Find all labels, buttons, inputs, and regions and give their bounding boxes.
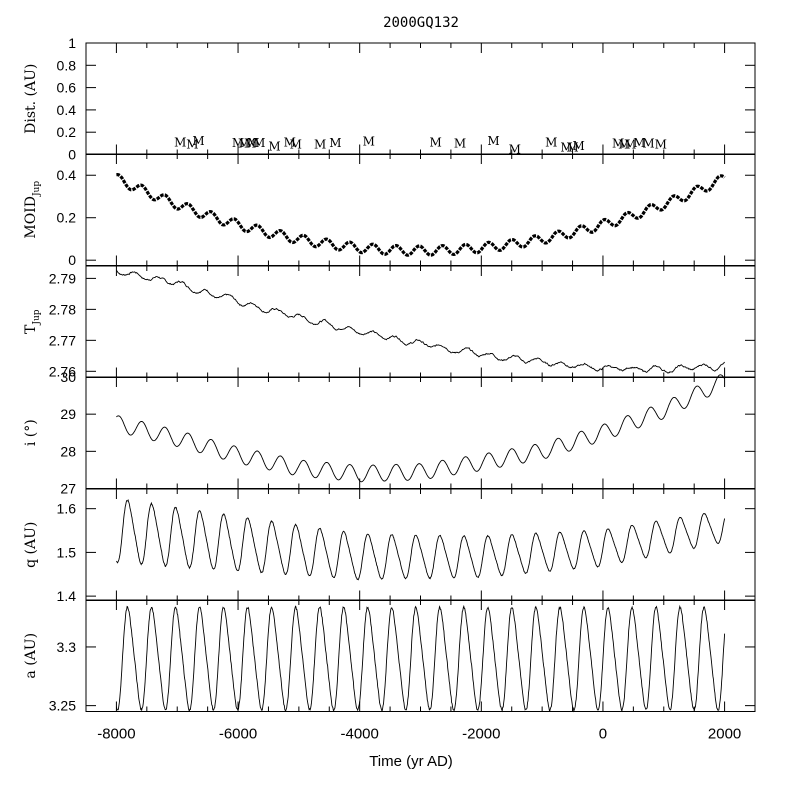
y-tick-label: 0.2 — [57, 210, 77, 226]
encounter-marker: M — [290, 137, 302, 151]
encounter-marker: M — [192, 134, 204, 148]
y-axis-label-a: a (AU) — [23, 633, 39, 679]
x-axis-label: Time (yr AD) — [369, 753, 453, 770]
y-tick-label: 0 — [68, 252, 76, 268]
y-tick-label: 0.4 — [57, 167, 77, 183]
y-axis-label-tjup: TJup — [23, 309, 42, 334]
y-tick-label: 0.6 — [57, 80, 77, 96]
y-axis-label-incl: i (°) — [23, 419, 39, 446]
x-tick-label: -8000 — [97, 726, 135, 743]
y-tick-label: 2.77 — [49, 332, 76, 348]
chart-title: 2000GQ132 — [383, 15, 459, 31]
x-tick-label: -6000 — [219, 726, 257, 743]
y-tick-label: 1.4 — [57, 588, 77, 604]
x-tick-label: 0 — [599, 726, 607, 743]
encounter-marker: M — [186, 137, 198, 151]
panel-frame-q — [85, 488, 756, 601]
panel-frame-tjup — [85, 265, 756, 378]
encounter-marker: M — [174, 135, 186, 149]
encounter-marker: M — [560, 140, 572, 154]
encounter-marker: M — [642, 136, 654, 150]
y-tick-label: 29 — [60, 406, 76, 422]
panel-a: 3.25 3.3 a (AU) — [23, 599, 756, 714]
encounter-marker: M — [238, 136, 250, 150]
encounter-marker: M — [430, 135, 442, 149]
panel-moid: 0 0.2 0.4 MOIDJup — [23, 153, 756, 268]
encounter-marker: M — [509, 143, 521, 157]
y-tick-label: 0.4 — [57, 102, 77, 118]
encounter-marker: M — [572, 139, 584, 153]
encounter-marker: M — [232, 136, 244, 150]
encounter-marker: M — [624, 137, 636, 151]
encounter-marker: M — [329, 136, 341, 150]
panel-q: 1.4 1.5 1.6 q (AU) — [23, 488, 756, 604]
series-a — [115, 604, 726, 713]
encounter-marker: M — [487, 134, 499, 148]
encounter-marker: M — [314, 137, 326, 151]
y-axis-label-q: q (AU) — [23, 522, 39, 568]
y-tick-label: 1.5 — [57, 544, 77, 560]
encounter-marker: M — [268, 140, 280, 154]
encounter-marker: M — [253, 136, 265, 150]
x-tick-label: -4000 — [340, 726, 378, 743]
y-tick-label: 3.25 — [49, 698, 76, 714]
panel-incl: 27 28 29 30 i (°) — [23, 369, 756, 497]
encounter-marker: M — [566, 140, 578, 154]
encounter-marker: M — [454, 136, 466, 150]
y-tick-label: 1.6 — [57, 501, 77, 517]
y-axis-label-moid: MOIDJup — [23, 181, 42, 239]
series-tjup — [116, 270, 725, 374]
y-tick-label: 27 — [60, 481, 76, 497]
series-q — [116, 499, 726, 581]
y-tick-label: 0 — [68, 147, 76, 163]
encounter-marker: M — [612, 136, 624, 150]
encounter-marker: M — [655, 137, 667, 151]
encounter-marker: M — [633, 136, 645, 150]
encounter-marker: M — [618, 137, 630, 151]
panel-tjup: 2.76 2.77 2.78 2.79 TJup — [23, 265, 756, 379]
y-tick-label: 28 — [60, 443, 76, 459]
encounter-marker: M — [247, 136, 259, 150]
encounter-marker: M — [244, 136, 256, 150]
y-tick-label: 2.79 — [49, 270, 76, 286]
x-tick-label: -2000 — [462, 726, 500, 743]
y-tick-label: 1 — [68, 35, 76, 51]
x-tick-label: 2000 — [708, 726, 741, 743]
y-tick-label: 30 — [60, 369, 76, 385]
series-inclination — [116, 374, 725, 483]
y-tick-label: 2.78 — [49, 301, 76, 317]
y-tick-label: 0.2 — [57, 124, 77, 140]
encounter-marker: M — [284, 135, 296, 149]
y-axis-label-dist: Dist. (AU) — [23, 64, 39, 134]
y-tick-label: 2.76 — [49, 363, 76, 379]
encounter-marker: M — [363, 135, 375, 149]
encounter-marker: M — [545, 135, 557, 149]
series-moid — [116, 172, 726, 257]
x-axis: -8000 -6000 -4000 -2000 0 2000 — [97, 726, 741, 743]
panel-frame-moid — [85, 153, 756, 266]
y-tick-label: 0.8 — [57, 57, 77, 73]
panel-frame-incl — [85, 376, 756, 489]
y-tick-label: 3.3 — [57, 639, 77, 655]
